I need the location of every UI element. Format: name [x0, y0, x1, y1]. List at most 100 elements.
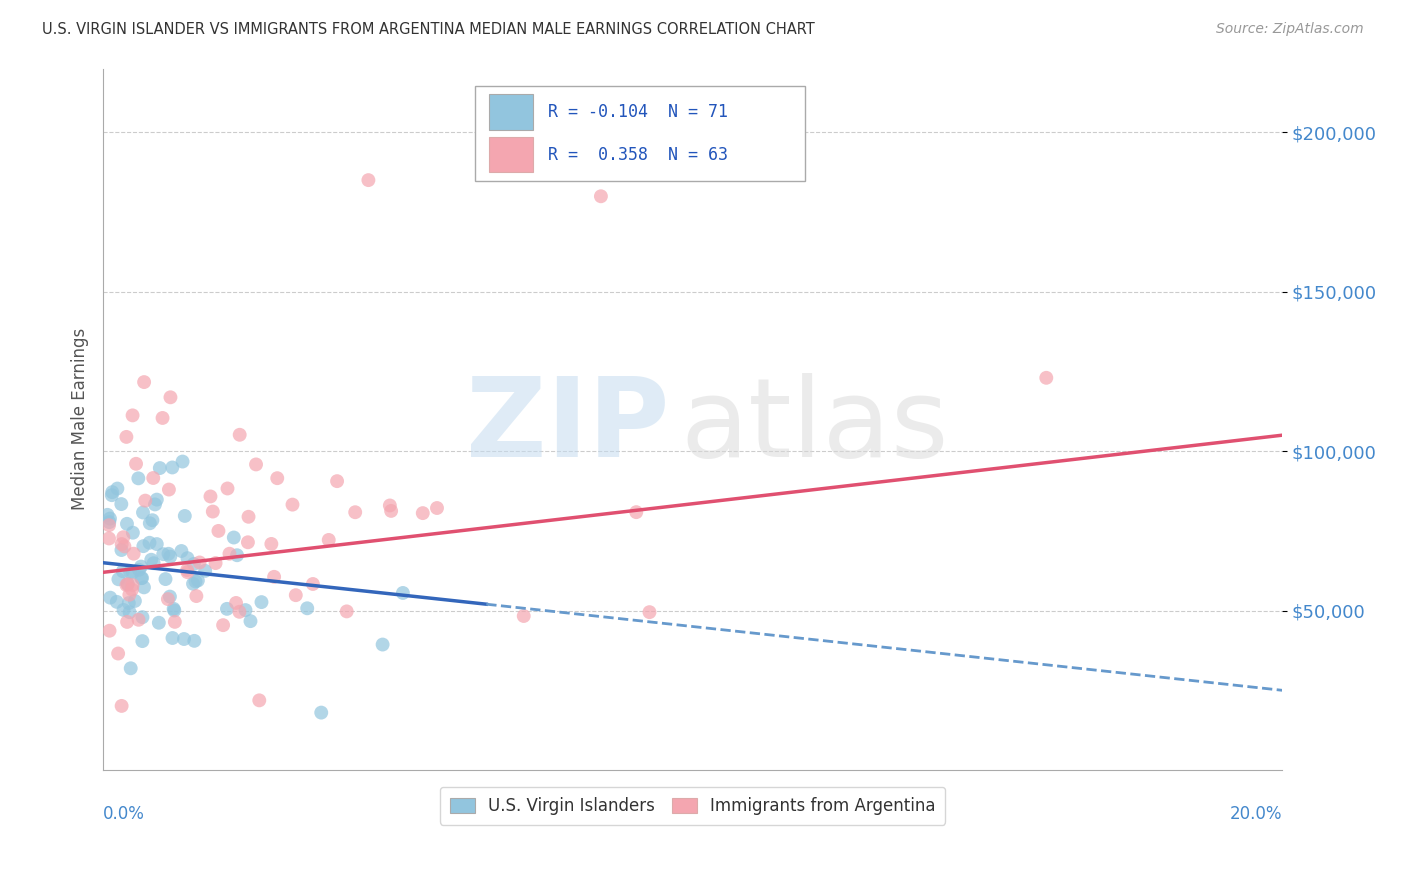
Point — [173, 508, 195, 523]
Point — [188, 556, 211, 570]
Point — [115, 516, 138, 531]
Point — [129, 571, 152, 585]
Point — [111, 564, 134, 578]
Point — [139, 516, 162, 531]
Point — [378, 499, 401, 513]
Y-axis label: Median Male Earnings: Median Male Earnings — [72, 328, 89, 510]
Point — [105, 595, 128, 609]
Point — [159, 590, 181, 604]
Point — [392, 586, 415, 600]
Point — [121, 582, 143, 597]
Point — [121, 578, 143, 592]
Point — [247, 693, 270, 707]
Point — [118, 588, 141, 602]
Point — [152, 411, 174, 425]
Point — [173, 632, 195, 646]
Point — [186, 589, 208, 603]
Point — [281, 498, 304, 512]
Point — [218, 547, 240, 561]
Point — [225, 596, 247, 610]
Point — [112, 530, 135, 544]
Point — [115, 615, 138, 629]
Text: ZIP: ZIP — [465, 373, 669, 480]
Point — [134, 493, 156, 508]
Point — [297, 601, 319, 615]
Point — [159, 549, 181, 564]
Point — [183, 557, 205, 571]
Point — [121, 525, 143, 540]
Point — [142, 471, 165, 485]
Text: 20.0%: 20.0% — [1230, 805, 1282, 823]
Point — [110, 497, 132, 511]
Point — [217, 482, 239, 496]
Point — [170, 544, 193, 558]
Text: R =  0.358  N = 63: R = 0.358 N = 63 — [547, 145, 727, 164]
Text: Source: ZipAtlas.com: Source: ZipAtlas.com — [1216, 22, 1364, 37]
Point — [132, 375, 155, 389]
Point — [117, 577, 139, 591]
Point — [215, 602, 238, 616]
Point — [148, 615, 170, 630]
Point — [141, 553, 163, 567]
Point — [228, 605, 250, 619]
Point — [157, 483, 180, 497]
Point — [120, 661, 142, 675]
Point — [172, 454, 194, 468]
Point — [127, 471, 149, 485]
Point — [183, 633, 205, 648]
Point — [163, 603, 186, 617]
Point — [125, 457, 148, 471]
Point — [98, 591, 121, 605]
Point — [107, 572, 129, 586]
Point — [200, 490, 222, 504]
Point — [284, 588, 307, 602]
Point — [1035, 371, 1057, 385]
Point — [121, 566, 143, 580]
Point — [152, 547, 174, 561]
Point — [105, 482, 128, 496]
Point — [380, 504, 402, 518]
Point — [98, 511, 121, 525]
Point — [121, 409, 143, 423]
Point — [128, 613, 150, 627]
Point — [176, 565, 198, 579]
Point — [132, 506, 155, 520]
Point — [110, 543, 132, 558]
Point — [111, 698, 134, 713]
Point — [589, 189, 612, 203]
Point — [302, 577, 325, 591]
Point — [143, 497, 166, 511]
Point — [128, 563, 150, 577]
Point — [141, 513, 163, 527]
Point — [132, 580, 155, 594]
Point — [101, 485, 124, 500]
Point — [207, 524, 229, 538]
Point — [118, 596, 141, 610]
Point — [129, 559, 152, 574]
Point — [96, 508, 118, 522]
Point — [250, 595, 273, 609]
Point — [201, 504, 224, 518]
Point — [157, 547, 180, 561]
Point — [98, 515, 121, 529]
Point — [115, 430, 138, 444]
Point — [181, 576, 204, 591]
Point — [187, 574, 209, 588]
Point — [263, 570, 285, 584]
Point — [176, 563, 198, 577]
FancyBboxPatch shape — [474, 86, 804, 181]
Point — [120, 565, 142, 579]
Point — [132, 539, 155, 553]
Point — [512, 609, 534, 624]
Point — [98, 624, 121, 638]
Point — [112, 603, 135, 617]
Point — [184, 574, 207, 589]
Point — [131, 634, 153, 648]
Point — [235, 603, 257, 617]
Point — [176, 551, 198, 566]
Point — [101, 488, 124, 502]
Point — [204, 556, 226, 570]
Point — [236, 535, 259, 549]
Point — [114, 540, 136, 554]
Point — [163, 615, 186, 629]
